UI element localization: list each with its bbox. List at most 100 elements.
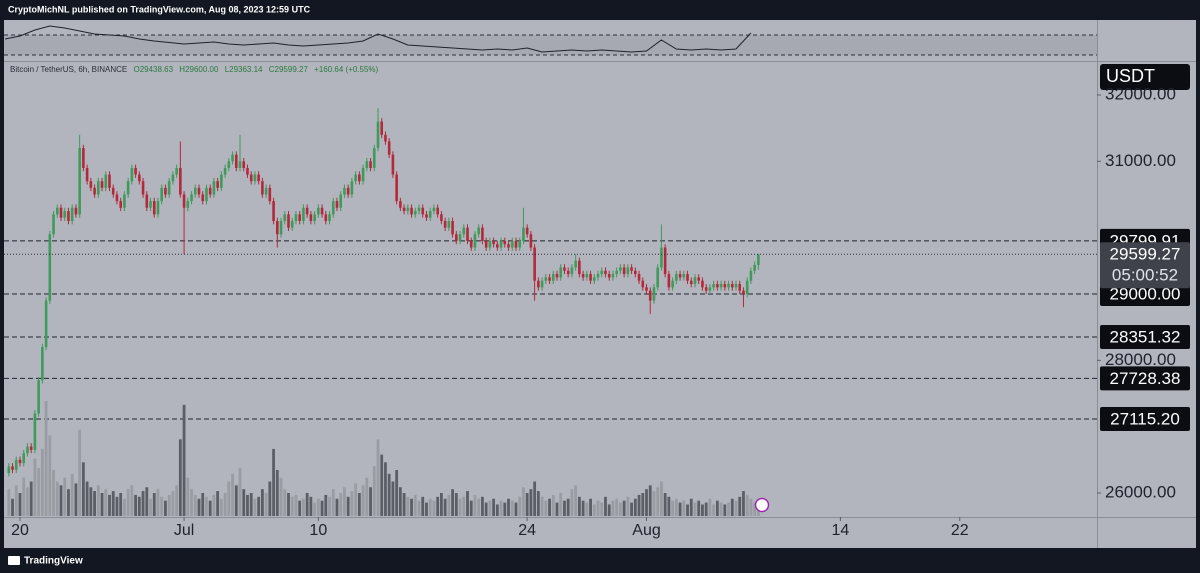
candle-body	[447, 221, 451, 228]
volume-bar	[663, 493, 667, 516]
volume-bar	[585, 502, 589, 516]
candle-body	[540, 280, 544, 288]
volume-bar	[242, 489, 246, 516]
volume-bar	[622, 500, 626, 516]
volume-bar	[689, 498, 693, 516]
candle-body	[179, 167, 182, 195]
candle-body	[115, 194, 119, 202]
legend-value: H29600.00	[179, 65, 219, 74]
candle-body	[167, 181, 171, 195]
volume-bar	[253, 498, 257, 516]
candle-body	[123, 194, 126, 208]
candle-body	[477, 227, 480, 235]
candle-body	[607, 274, 611, 278]
chart-background	[4, 20, 1196, 548]
candle-body	[574, 260, 577, 268]
volume-bar	[339, 493, 343, 516]
volume-bar	[462, 496, 466, 516]
volume-bar	[26, 487, 29, 516]
volume-bar	[432, 500, 436, 516]
volume-bar	[391, 481, 395, 516]
candle-body	[335, 201, 339, 208]
candle-body	[499, 240, 503, 248]
candle-body	[406, 207, 410, 212]
candle-body	[361, 167, 365, 182]
candle-body	[529, 234, 533, 248]
volume-bar	[727, 502, 730, 516]
event-icon[interactable]	[754, 497, 770, 513]
volume-bar	[18, 493, 22, 516]
currency-box	[1100, 64, 1190, 90]
volume-bar	[201, 493, 205, 516]
candle-body	[152, 201, 156, 215]
candle-body	[615, 270, 618, 275]
candle-body	[175, 167, 178, 175]
candle-body	[551, 274, 555, 281]
volume-bar	[96, 485, 100, 516]
candle-body	[216, 181, 219, 188]
volume-bar	[417, 500, 421, 516]
volume-bar	[149, 498, 152, 516]
candle-body	[425, 214, 428, 218]
volume-bar	[439, 493, 443, 516]
volume-bar	[607, 504, 611, 516]
volume-bar	[522, 487, 525, 516]
volume-bar	[674, 498, 678, 516]
candle-body	[592, 277, 596, 281]
candle-body	[757, 254, 760, 265]
volume-bar	[749, 498, 753, 516]
volume-bar	[652, 491, 656, 516]
volume-bar	[499, 500, 503, 516]
candle-body	[652, 287, 656, 301]
candle-body	[279, 221, 283, 235]
volume-bar	[78, 429, 82, 516]
volume-bar	[190, 489, 193, 516]
volume-bar	[152, 493, 156, 516]
candle-body	[264, 187, 268, 195]
volume-bar	[488, 500, 492, 516]
volume-bar	[164, 500, 167, 516]
volume-bar	[85, 481, 89, 516]
volume-bar	[14, 485, 18, 516]
candle-body	[376, 121, 380, 149]
candle-body	[111, 187, 115, 195]
volume-bar	[708, 498, 712, 516]
candle-body	[201, 194, 205, 202]
volume-bar	[660, 481, 663, 516]
candle-body	[309, 214, 313, 222]
volume-bar	[294, 494, 298, 516]
volume-bar	[257, 496, 261, 516]
candle-body	[294, 214, 298, 222]
candle-body	[384, 134, 387, 142]
volume-bar	[570, 489, 574, 516]
candle-body	[52, 214, 55, 235]
volume-bar	[712, 504, 716, 516]
candle-body	[712, 284, 715, 288]
candle-body	[59, 207, 63, 218]
volume-bar	[637, 494, 641, 516]
volume-bar	[697, 500, 701, 516]
candle-body	[156, 201, 160, 215]
price-label: 27728.38	[1110, 369, 1181, 388]
volume-bar	[514, 502, 518, 516]
candle-body	[481, 227, 484, 241]
candle-body	[55, 207, 59, 215]
volume-bar	[283, 489, 287, 516]
volume-bar	[93, 491, 96, 516]
candle-body	[372, 148, 376, 168]
x-tick-label: 24	[518, 522, 536, 539]
volume-bar	[59, 485, 63, 516]
price-label: 27115.20	[1110, 409, 1180, 428]
volume-bar	[633, 498, 637, 516]
candle-body	[581, 274, 585, 278]
volume-bar	[566, 498, 570, 516]
volume-bar	[626, 496, 630, 516]
volume-bar	[369, 487, 372, 516]
candle-body	[328, 214, 331, 222]
candle-body	[399, 201, 402, 208]
volume-bar	[335, 498, 339, 516]
volume-bar	[380, 454, 384, 516]
volume-bar	[156, 489, 160, 516]
volume-bar	[600, 502, 604, 516]
volume-bar	[686, 504, 689, 516]
